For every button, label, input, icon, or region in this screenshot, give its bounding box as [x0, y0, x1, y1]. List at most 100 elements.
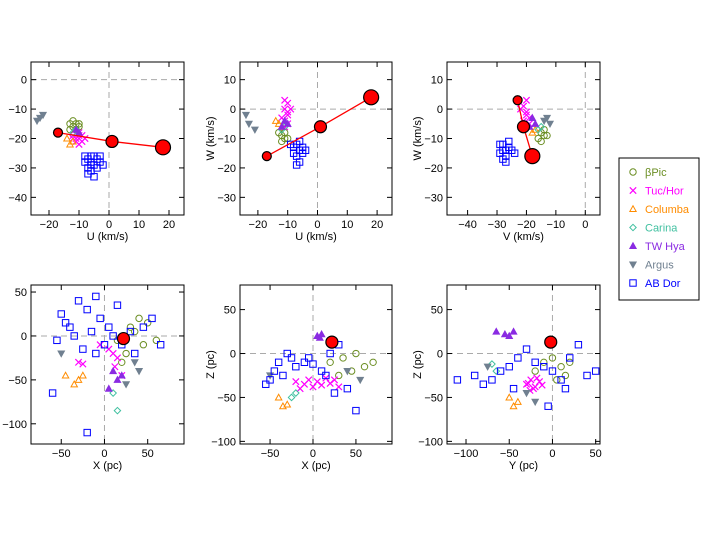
y-tick-label: −20	[424, 163, 443, 175]
track-marker	[313, 120, 328, 134]
data-point	[496, 367, 505, 375]
data-point	[61, 319, 70, 327]
data-point	[74, 358, 83, 366]
data-point	[524, 379, 532, 388]
data-point	[369, 358, 377, 367]
data-point	[352, 349, 360, 358]
legend-entry: βPic	[629, 167, 667, 179]
series-twhya	[104, 366, 126, 392]
data-point	[38, 111, 48, 120]
data-point	[72, 125, 80, 134]
legend-entry: AB Dor	[629, 278, 681, 290]
series-abdor	[286, 137, 310, 169]
data-point	[79, 345, 87, 353]
data-point	[283, 119, 292, 127]
legend-entry: Columba	[628, 204, 690, 216]
series-pic	[531, 354, 574, 384]
data-point	[61, 371, 70, 379]
series-pic	[326, 349, 377, 380]
panel-x-y: −50 0 50 50 0 −50 −100 X (pc)	[2, 284, 185, 472]
data-point	[109, 389, 118, 397]
track-marker	[512, 95, 523, 106]
legend-entry: Tuc/Hor	[629, 186, 684, 198]
data-point	[66, 120, 74, 128]
track-marker	[52, 127, 64, 138]
series-abdor	[81, 152, 107, 181]
data-point	[96, 314, 104, 323]
data-point	[505, 393, 514, 401]
y-tick-label: −20	[8, 134, 27, 146]
data-point	[244, 120, 253, 129]
y-axis-label: W (km/s)	[412, 117, 424, 161]
data-point	[470, 371, 479, 380]
y-tick-label: 50	[15, 287, 27, 299]
data-point	[499, 146, 507, 154]
series-carina	[109, 389, 122, 415]
x-tick-label: −10	[278, 219, 297, 231]
data-point	[335, 383, 343, 391]
axes-frame	[239, 61, 393, 216]
series-carina	[488, 360, 501, 375]
y-tick-label: −100	[211, 436, 236, 448]
y-tick-label: 0	[437, 104, 443, 116]
y-tick-label: −50	[217, 392, 236, 404]
data-point	[505, 362, 513, 371]
x-tick-label: −20	[40, 219, 59, 231]
data-point	[527, 376, 535, 384]
data-point	[488, 376, 496, 384]
legend-marker-x	[629, 186, 637, 195]
data-point	[531, 398, 540, 407]
data-point	[453, 376, 462, 384]
data-point	[583, 371, 591, 380]
data-point	[117, 371, 126, 379]
data-point	[343, 368, 352, 376]
data-point	[280, 116, 289, 124]
data-point	[139, 323, 148, 331]
x-tick-label: −50	[52, 448, 71, 460]
x-tick-label: −10	[547, 219, 566, 231]
data-point	[53, 336, 61, 345]
data-point	[500, 329, 509, 338]
legend-marker-circle	[629, 168, 637, 176]
series-tuchor	[292, 374, 343, 393]
y-tick-label: −50	[424, 392, 443, 404]
data-point	[305, 376, 313, 384]
data-point	[62, 134, 72, 142]
x-tick-label: 10	[133, 219, 145, 231]
data-point	[522, 108, 531, 116]
y-axis-label: Z (pc)	[205, 350, 217, 379]
data-point	[90, 173, 98, 181]
data-point	[301, 146, 310, 154]
y-tick-label: −30	[217, 192, 236, 204]
data-point	[70, 380, 79, 388]
data-point	[287, 354, 296, 362]
data-point	[574, 341, 583, 349]
data-point	[104, 384, 113, 392]
data-point	[509, 384, 518, 393]
series-argus	[483, 363, 540, 407]
data-point	[156, 341, 165, 349]
data-point	[326, 349, 334, 358]
data-point	[488, 360, 496, 368]
legend-label: βPic	[645, 167, 667, 179]
legend-marker-diamond	[629, 223, 637, 232]
data-point	[309, 383, 317, 391]
series-columba	[62, 134, 78, 148]
data-point	[540, 362, 548, 371]
panel-u-v: −20 −10 0 10 20 0 −10 −20 −30 −40 U (km/s)	[8, 61, 185, 243]
legend-label: Tuc/Hor	[645, 186, 684, 198]
data-point	[122, 349, 130, 358]
data-point	[309, 360, 317, 368]
y-tick-label: −10	[8, 104, 27, 116]
data-point	[81, 152, 89, 160]
series-pic	[113, 314, 161, 367]
series-twhya	[277, 116, 292, 130]
data-point	[289, 149, 298, 157]
data-point	[92, 292, 100, 301]
series-carina	[534, 122, 546, 134]
x-tick-label: 0	[314, 219, 320, 231]
data-point	[356, 376, 365, 385]
data-point	[105, 345, 113, 353]
legend: βPic Tuc/Hor Columba Carina TW Hya Argus AB Do…	[618, 157, 700, 301]
